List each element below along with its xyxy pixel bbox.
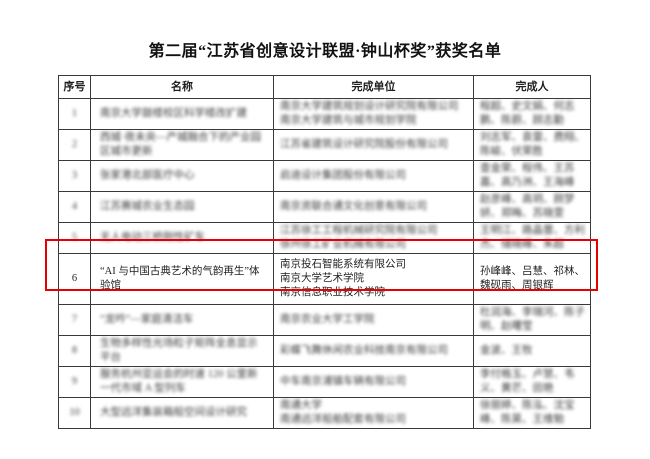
- entry-name: “龙吟”—家庭清洁车: [100, 314, 194, 325]
- entry-name: 张家港北部医疗中心: [100, 170, 195, 181]
- entry-people: 查金荣、程伟、王苏嘉、高乃洲、王海峰: [480, 163, 575, 188]
- table-row: 7 “龙吟”—家庭清洁车 南京农业大学工学院 杜润海、李瑞河、陈子明、赵曙莹: [58, 304, 591, 336]
- entry-name: “AI 与中国古典艺术的气韵再生”体验馆: [100, 266, 260, 291]
- table-header: 序号 名称 完成单位 完成人: [58, 75, 591, 99]
- entry-people: 王明江、路晶蕾、方利杰、储晓峰、朱超: [480, 225, 585, 250]
- entry-units: 中车南京浦镇车辆有限公司: [280, 376, 406, 387]
- entry-units: 江苏省建筑设计研究院股份有限公司: [280, 139, 448, 150]
- entry-units: 南京资联合通文化创意有限公司: [280, 201, 427, 212]
- table-row: 4 江苏赛城农业生态园 南京资联合通文化创意有限公司 赵彦峰、高玥、顾梦妍、郑晦…: [58, 191, 591, 223]
- table-row: 9 服务杭州亚运会的时速 120 公里新一代市域 A 型列车 中车南京浦镇车辆有…: [58, 366, 591, 398]
- entry-units: 南京农业大学工学院: [280, 314, 375, 325]
- award-table: 序号 名称 完成单位 完成人 1 南京大学鼓楼校区科学楼改扩建 南京大学建筑规划…: [58, 75, 591, 429]
- entry-units: 启迪设计集团股份有限公司: [280, 170, 406, 181]
- row-number: 1: [71, 108, 78, 119]
- table-row: 1 南京大学鼓楼校区科学楼改扩建 南京大学建筑规划设计研究院有限公司 南京大学建筑…: [58, 98, 591, 130]
- entry-units: 江苏徐工工程机械研究院有限公司 徐州徐工矿业机械有限公司: [280, 225, 438, 250]
- entry-people: 赵彦峰、高玥、顾梦妍、郑晦、苏晓雯: [480, 194, 575, 219]
- entry-people: 程超、史文娟、何志鹏、陈蔚、顾志勤: [480, 101, 575, 126]
- entry-name: 江苏赛城农业生态园: [100, 201, 195, 212]
- entry-units: 彩蝶飞舞休闲农业科技南京有限公司: [280, 345, 448, 356]
- table-body: 1 南京大学鼓楼校区科学楼改扩建 南京大学建筑规划设计研究院有限公司 南京大学建筑…: [58, 98, 591, 429]
- entry-people: 徐丽婷、陈泓、沈宝峰、陈昊、王维勉: [480, 400, 575, 425]
- entry-name: 大型远洋集装箱船空间设计研究: [100, 407, 247, 418]
- entry-people: 孙峰峰、吕慧、祁林、魏砚雨、周银辉: [480, 266, 585, 291]
- entry-people: 杜润海、李瑞河、陈子明、赵曙莹: [480, 307, 585, 332]
- row-number: 10: [69, 407, 80, 418]
- row-number: 8: [71, 345, 78, 356]
- entry-units: 南通大学 南通远洋船舶配套有限公司: [280, 400, 406, 425]
- header-name: 名称: [90, 75, 274, 99]
- header-row: 序号 名称 完成单位 完成人: [58, 75, 591, 99]
- row-number: 6: [71, 273, 78, 284]
- page-title: 第二届“江苏省创意设计联盟·钟山杯奖”获奖名单: [148, 43, 502, 60]
- entry-name: 西城·夜未央—产城融合下的产业园区城市更新: [100, 132, 261, 157]
- row-number: 9: [71, 376, 78, 387]
- table-row: 8 生物多样性光场粒子矩阵全息显示平台 彩蝶飞舞休闲农业科技南京有限公司 金波、…: [58, 335, 591, 367]
- header-units: 完成单位: [273, 75, 474, 99]
- entry-name: 南京大学鼓楼校区科学楼改扩建: [100, 108, 247, 119]
- entry-units: 南京大学建筑规划设计研究院有限公司 南京大学建筑与城市规划学院: [280, 101, 459, 126]
- table-row: 6 “AI 与中国古典艺术的气韵再生”体验馆 南京投石智能系统有限公司 南京大学艺…: [58, 253, 591, 305]
- entry-name: 无人电动三桥刚性矿车: [100, 232, 205, 243]
- table-row: 2 西城·夜未央—产城融合下的产业园区城市更新 江苏省建筑设计研究院股份有限公司…: [58, 129, 591, 161]
- row-number: 3: [71, 170, 78, 181]
- row-number: 7: [71, 314, 78, 325]
- entry-people: 金波、王牧: [480, 345, 533, 356]
- header-people: 完成人: [473, 75, 591, 99]
- header-no: 序号: [58, 75, 91, 99]
- row-number: 2: [71, 139, 78, 150]
- row-number: 4: [71, 201, 78, 212]
- entry-name: 生物多样性光场粒子矩阵全息显示平台: [100, 338, 258, 363]
- table-row: 3 张家港北部医疗中心 启迪设计集团股份有限公司 查金荣、程伟、王苏嘉、高乃洲、…: [58, 160, 591, 192]
- entry-name: 服务杭州亚运会的时速 120 公里新一代市域 A 型列车: [100, 369, 258, 394]
- table-row: 10 大型远洋集装箱船空间设计研究 南通大学 南通远洋船舶配套有限公司 徐丽婷、陈…: [58, 397, 591, 429]
- entry-units: 南京投石智能系统有限公司 南京大学艺术学院 南京信息职业技术学院: [280, 259, 406, 298]
- entry-people: 李付格玉、卢慧、韦义、黄芒、田艳: [480, 369, 575, 394]
- row-number: 5: [71, 232, 78, 243]
- table-row: 5 无人电动三桥刚性矿车 江苏徐工工程机械研究院有限公司 徐州徐工矿业机械有限公司…: [58, 222, 591, 254]
- entry-people: 刘志军、袁雷、费翔、陈峻、伏荣胜: [480, 132, 585, 157]
